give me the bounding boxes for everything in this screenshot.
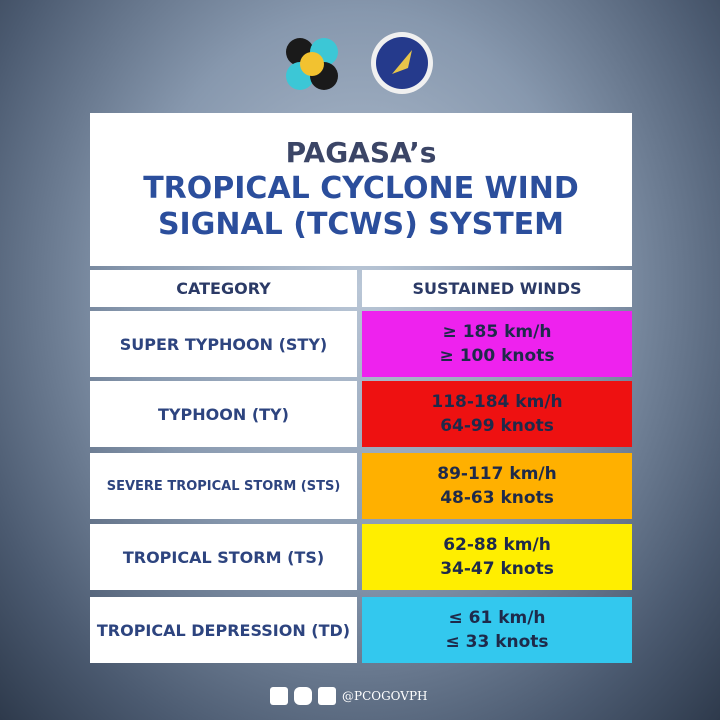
- wind-speed: 48-63 knots: [440, 488, 554, 508]
- category-cell: TYPHOON (TY): [90, 381, 357, 447]
- wind-speed: 89-117 km/h: [437, 464, 557, 484]
- category-cell: TROPICAL DEPRESSION (TD): [90, 597, 357, 663]
- winds-cell: ≤ 61 km/h ≤ 33 knots: [362, 597, 632, 663]
- logos: [286, 32, 433, 94]
- wind-speed: ≥ 185 km/h: [442, 322, 552, 342]
- wind-speed: ≤ 61 km/h: [448, 608, 546, 628]
- category-cell: SEVERE TROPICAL STORM (STS): [90, 453, 357, 519]
- wind-speed: 64-99 knots: [440, 416, 554, 436]
- wind-speed: 118-184 km/h: [431, 392, 563, 412]
- winds-cell: 62-88 km/h 34-47 knots: [362, 524, 632, 590]
- wind-speed: 62-88 km/h: [443, 535, 551, 555]
- facebook-icon: [270, 687, 288, 705]
- title: TROPICAL CYCLONE WIND: [143, 171, 579, 206]
- wind-speed: ≥ 100 knots: [439, 346, 555, 366]
- wind-speed: ≤ 33 knots: [445, 632, 549, 652]
- title: PAGASA’s: [285, 136, 437, 169]
- winds-cell: ≥ 185 km/h ≥ 100 knots: [362, 311, 632, 377]
- winds-cell: 118-184 km/h 64-99 knots: [362, 381, 632, 447]
- title-box: PAGASA’s TROPICAL CYCLONE WIND SIGNAL (T…: [90, 113, 632, 266]
- column-header: CATEGORY: [90, 270, 357, 307]
- twitter-icon: [318, 687, 336, 705]
- category-cell: SUPER TYPHOON (STY): [90, 311, 357, 377]
- column-header: SUSTAINED WINDS: [362, 270, 632, 307]
- social-handle: @PCOGOVPH: [342, 689, 428, 703]
- category-cell: TROPICAL STORM (TS): [90, 524, 357, 590]
- pia-logo: [371, 32, 433, 94]
- pco-logo: [286, 38, 338, 90]
- winds-cell: 89-117 km/h 48-63 knots: [362, 453, 632, 519]
- footer: @PCOGOVPH: [270, 684, 470, 708]
- instagram-icon: [294, 687, 312, 705]
- wind-speed: 34-47 knots: [440, 559, 554, 579]
- title: SIGNAL (TCWS) SYSTEM: [157, 207, 565, 242]
